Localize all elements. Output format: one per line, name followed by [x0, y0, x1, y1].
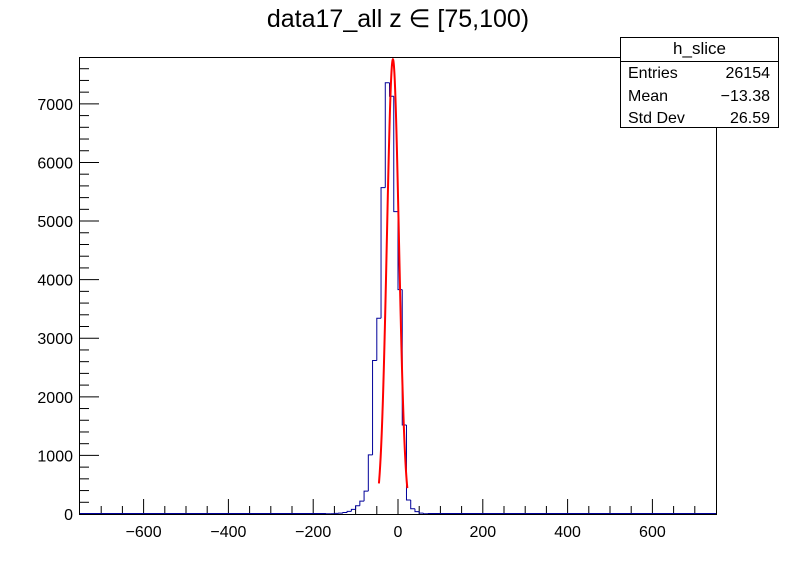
histogram-bin	[380, 187, 386, 319]
stats-label: Mean	[628, 87, 669, 105]
histogram-bin	[401, 289, 407, 426]
y-tick-label: 3000	[37, 331, 73, 348]
x-tick-label: 400	[554, 524, 581, 541]
histogram-bin	[363, 490, 369, 502]
histogram-bin	[346, 510, 352, 513]
stats-value: 26.59	[729, 110, 770, 127]
x-tick-label: −400	[210, 524, 246, 541]
axes: −600 −400 −200 0 200 400 600010002000300040005…	[37, 68, 696, 541]
histogram-bin	[367, 454, 373, 492]
histogram-bin	[359, 500, 365, 506]
y-tick-label: 6000	[37, 155, 73, 172]
histogram	[80, 82, 716, 515]
stats-value: 26154	[725, 65, 771, 82]
y-tick-label: 2000	[37, 390, 73, 407]
fit-curve	[377, 57, 409, 489]
histogram-bin	[355, 505, 360, 510]
y-tick-label: 0	[64, 507, 73, 524]
histogram-bin	[418, 511, 424, 514]
stats-row-stddev: Std Dev 26.59	[621, 107, 778, 130]
histogram-bin	[414, 508, 420, 513]
chart-title: data17_all z ∈ [75,100)	[266, 5, 530, 33]
histogram-bin	[376, 317, 382, 361]
stats-row-entries: Entries 26154	[621, 62, 778, 85]
histogram-bin	[410, 499, 415, 510]
x-tick-label: −600	[126, 524, 162, 541]
stats-box-name: h_slice	[621, 38, 778, 62]
histogram-bin	[384, 82, 390, 188]
gaussian-fit-line	[377, 57, 409, 489]
y-tick-label: 5000	[37, 214, 73, 231]
histogram-bin	[405, 424, 411, 501]
histogram-bin	[372, 359, 377, 455]
stats-box: h_slice Entries 26154 Mean −13.38 Std De…	[620, 37, 779, 128]
x-tick-label: 600	[639, 524, 666, 541]
histogram-bin	[422, 513, 428, 515]
y-tick-label: 4000	[37, 273, 73, 290]
histogram-bin	[350, 508, 356, 512]
stats-value: −13.38	[720, 87, 770, 105]
y-tick-label: 7000	[37, 97, 73, 114]
stats-label: Std Dev	[628, 110, 685, 127]
x-tick-label: 0	[394, 524, 403, 541]
histogram-bin	[393, 96, 398, 213]
stats-row-mean: Mean −13.38	[621, 85, 778, 108]
histogram-bin	[342, 512, 348, 514]
plot-frame	[79, 57, 717, 515]
y-tick-label: 1000	[37, 448, 73, 465]
stats-label: Entries	[628, 65, 678, 82]
x-tick-label: −200	[295, 524, 331, 541]
x-tick-label: 200	[469, 524, 496, 541]
